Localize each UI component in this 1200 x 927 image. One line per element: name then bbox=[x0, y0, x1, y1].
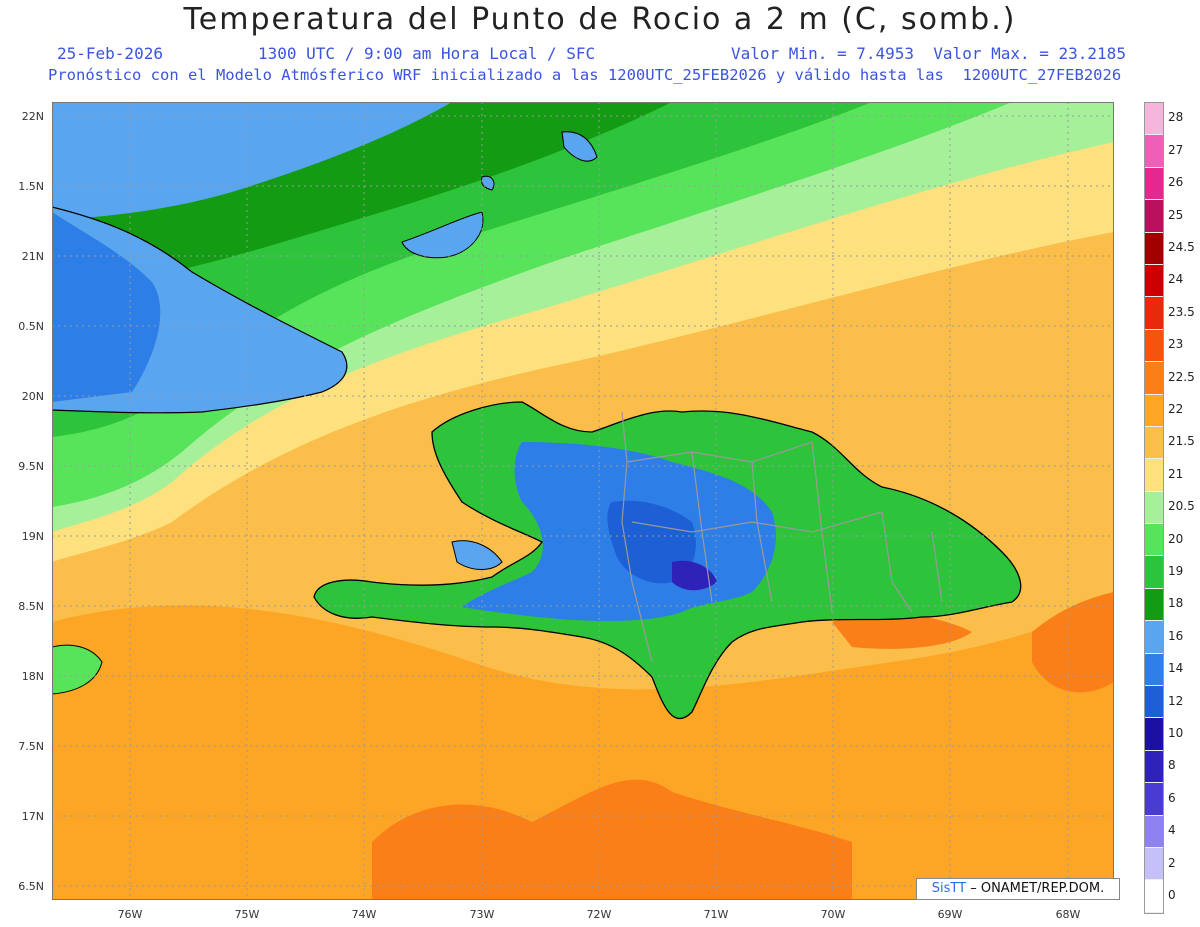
dewpoint-map bbox=[52, 102, 1114, 900]
legend-swatch bbox=[1145, 491, 1163, 525]
lat-label: 18N bbox=[21, 670, 44, 683]
legend-swatch bbox=[1145, 588, 1163, 622]
legend-label: 12 bbox=[1168, 693, 1184, 708]
legend-swatch bbox=[1145, 815, 1163, 848]
legend-swatch bbox=[1145, 653, 1163, 687]
lat-label: 20N bbox=[21, 390, 44, 403]
lon-label: 69W bbox=[937, 908, 963, 921]
legend-label: 23.5 bbox=[1168, 304, 1195, 319]
legend-swatch bbox=[1145, 200, 1163, 233]
legend-label: 8 bbox=[1168, 758, 1176, 773]
jamaica-landmass bbox=[52, 644, 103, 695]
legend-label: 0 bbox=[1168, 888, 1176, 902]
hispaniola-coastline bbox=[313, 401, 1022, 720]
legend-swatch bbox=[1145, 394, 1163, 427]
legend-swatch bbox=[1145, 621, 1163, 654]
credit-box: SisTT – ONAMET/REP.DOM. bbox=[916, 878, 1120, 900]
legend-swatch bbox=[1145, 750, 1163, 784]
legend-swatch bbox=[1145, 718, 1163, 751]
legend-swatch bbox=[1145, 103, 1163, 136]
legend-label: 14 bbox=[1168, 661, 1184, 676]
gonave-island bbox=[451, 540, 503, 570]
lat-label: 21N bbox=[21, 250, 44, 263]
cuba-blue-core bbox=[52, 212, 161, 402]
credit-text: – ONAMET/REP.DOM. bbox=[970, 881, 1105, 896]
lat-label: 1.5N bbox=[18, 180, 44, 193]
cordillera-core bbox=[672, 560, 717, 591]
legend-label: 20.5 bbox=[1168, 499, 1195, 514]
legend-swatch bbox=[1145, 524, 1163, 557]
great-inagua-island bbox=[401, 211, 484, 259]
legend-swatch bbox=[1145, 135, 1163, 168]
map-frame bbox=[52, 102, 1114, 900]
lat-label: 19N bbox=[21, 530, 44, 543]
legend-label: 23 bbox=[1168, 337, 1184, 352]
legend-swatch bbox=[1145, 329, 1163, 363]
lat-label: 22N bbox=[21, 110, 44, 123]
legend-label: 10 bbox=[1168, 726, 1184, 740]
model-info: Pronóstico con el Modelo Atmósferico WRF… bbox=[48, 66, 1122, 84]
south-coast-orange bbox=[832, 613, 972, 649]
legend-label: 24 bbox=[1168, 272, 1184, 287]
province-boundaries bbox=[621, 411, 943, 663]
legend-swatch bbox=[1145, 362, 1163, 395]
mona-orange-patch bbox=[1032, 592, 1114, 693]
lat-label: 17N bbox=[21, 810, 44, 823]
graticule bbox=[52, 102, 1114, 900]
legend-swatch bbox=[1145, 426, 1163, 460]
legend-swatch bbox=[1145, 847, 1163, 881]
forecast-time: 1300 UTC / 9:00 am Hora Local / SFC bbox=[258, 44, 596, 63]
legend-label: 27 bbox=[1168, 142, 1184, 157]
legend-label: 16 bbox=[1168, 628, 1184, 643]
lat-label: 9.5N bbox=[18, 460, 44, 473]
legend-swatch bbox=[1145, 686, 1163, 719]
map-title: Temperatura del Punto de Rocio a 2 m (C,… bbox=[183, 2, 1017, 37]
lat-label: 7.5N bbox=[18, 740, 44, 753]
min-max-values: Valor Min. = 7.4953 Valor Max. = 23.2185 bbox=[731, 44, 1126, 63]
lon-label: 68W bbox=[1055, 908, 1081, 921]
small-island bbox=[481, 175, 495, 191]
legend-swatch bbox=[1145, 880, 1163, 913]
legend-label: 6 bbox=[1168, 790, 1176, 805]
legend-label: 21 bbox=[1168, 466, 1184, 481]
blue-band bbox=[52, 102, 452, 220]
legend-swatch bbox=[1145, 264, 1163, 298]
legend-label: 25 bbox=[1168, 207, 1184, 222]
forecast-date: 25-Feb-2026 bbox=[57, 44, 163, 63]
legend-swatch bbox=[1145, 459, 1163, 492]
legend-label: 26 bbox=[1168, 175, 1184, 190]
credit-brand: SisTT bbox=[931, 881, 967, 896]
lon-label: 76W bbox=[117, 908, 143, 921]
legend-label: 28 bbox=[1168, 110, 1184, 125]
legend-label: 4 bbox=[1168, 823, 1176, 838]
color-legend bbox=[1144, 102, 1164, 914]
lon-label: 70W bbox=[820, 908, 846, 921]
legend-swatch bbox=[1145, 783, 1163, 816]
cuba-coastline bbox=[52, 206, 348, 414]
lat-label: 6.5N bbox=[18, 880, 44, 893]
lon-label: 72W bbox=[586, 908, 612, 921]
legend-swatch bbox=[1145, 167, 1163, 201]
legend-swatch bbox=[1145, 232, 1163, 265]
legend-label: 18 bbox=[1168, 596, 1184, 611]
lat-label: 0.5N bbox=[18, 320, 44, 333]
southern-orange-patch bbox=[372, 779, 852, 900]
lon-label: 71W bbox=[703, 908, 729, 921]
lon-label: 73W bbox=[469, 908, 495, 921]
lon-label: 74W bbox=[351, 908, 377, 921]
legend-swatch bbox=[1145, 556, 1163, 589]
lon-label: 75W bbox=[234, 908, 260, 921]
legend-label: 2 bbox=[1168, 855, 1176, 870]
legend-label: 24.5 bbox=[1168, 240, 1195, 254]
legend-label: 20 bbox=[1168, 531, 1184, 546]
legend-label: 21.5 bbox=[1168, 434, 1195, 449]
legend-label: 22 bbox=[1168, 402, 1184, 416]
caicos-island bbox=[561, 131, 598, 162]
legend-label: 19 bbox=[1168, 564, 1184, 578]
lat-label: 8.5N bbox=[18, 600, 44, 613]
legend-swatch bbox=[1145, 297, 1163, 330]
legend-label: 22.5 bbox=[1168, 369, 1195, 384]
